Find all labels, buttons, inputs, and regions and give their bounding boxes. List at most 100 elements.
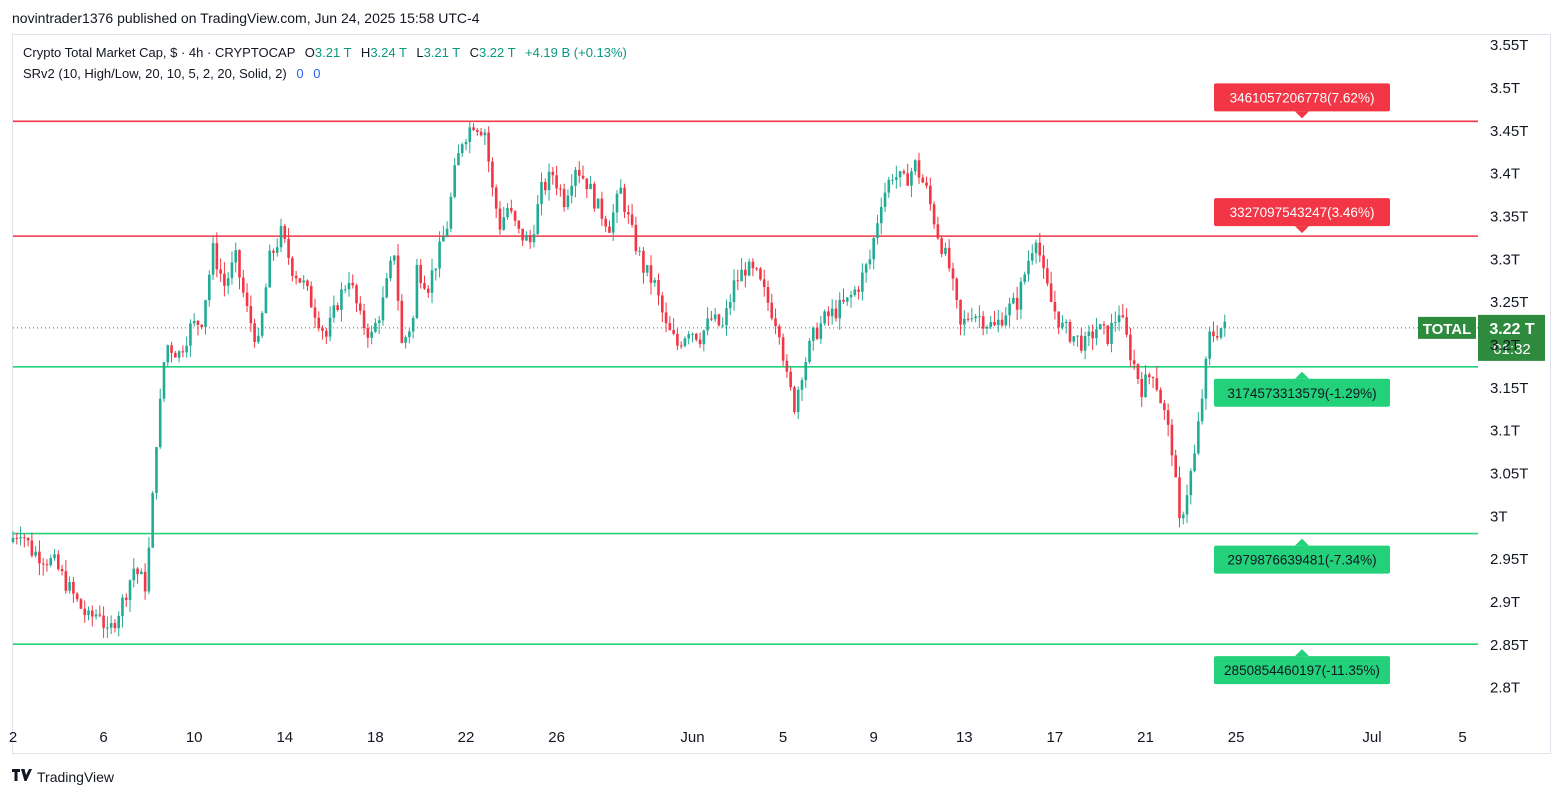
candle-body (668, 323, 672, 331)
candle-body (272, 250, 275, 253)
candle-body (910, 171, 913, 186)
candle-body (661, 295, 664, 313)
candle-body (1174, 455, 1177, 478)
candle-body (645, 265, 649, 273)
candle-body (60, 569, 64, 572)
candle-body (819, 323, 823, 339)
candle-body (510, 207, 513, 212)
candle-body (861, 272, 864, 292)
candle-body (1068, 321, 1072, 342)
candle-body (1053, 301, 1057, 312)
high-value: 3.24 T (370, 45, 407, 60)
candle-body (57, 554, 60, 570)
candle-body (72, 581, 75, 594)
candle-body (638, 250, 641, 252)
y-tick-label: 3.4T (1490, 166, 1520, 183)
candle-body (879, 206, 883, 224)
candle-body (294, 275, 298, 279)
footer-brand[interactable]: TradingView (12, 768, 114, 785)
candle-body (1121, 315, 1125, 318)
candle-body (921, 177, 925, 183)
candle-body (128, 580, 132, 600)
candle-body (785, 360, 789, 372)
candle-body (442, 236, 445, 242)
candle-body (230, 262, 234, 279)
candle-body (438, 241, 441, 269)
candle-body (547, 171, 551, 191)
candle-body (1012, 297, 1015, 304)
candle-body (19, 537, 22, 539)
candle-body (396, 255, 400, 301)
candle-body (506, 207, 509, 218)
candle-body (751, 261, 755, 269)
candle-body (366, 328, 370, 338)
candle-body (109, 623, 113, 628)
candle-body (381, 297, 385, 321)
candle-body (815, 327, 819, 339)
candle-body (596, 198, 600, 209)
candle-body (75, 593, 79, 600)
candle-body (823, 311, 826, 324)
candle-body (245, 292, 249, 307)
x-tick-label: 5 (779, 729, 787, 746)
candle-body (359, 303, 362, 311)
candle-body (1132, 360, 1136, 365)
candle-body (1181, 514, 1185, 519)
candle-body (963, 318, 966, 325)
candle-body (778, 326, 781, 338)
candle-body (744, 269, 747, 276)
x-tick-label: 17 (1047, 729, 1064, 746)
candle-body (143, 571, 147, 592)
candle-body (90, 610, 94, 617)
candle-body (11, 537, 15, 543)
candle-body (1212, 331, 1215, 337)
candle-body (978, 316, 981, 318)
candle-body (513, 211, 517, 221)
candle-body (740, 269, 743, 282)
candle-body (26, 538, 30, 541)
candle-body (947, 247, 951, 269)
candle-body (702, 330, 706, 345)
candle-body (68, 581, 71, 591)
candle-body (434, 268, 438, 271)
candle-body (257, 335, 260, 343)
candle-body (672, 330, 675, 334)
indicator-value-1: 0 (296, 66, 304, 81)
candle-body (664, 312, 668, 324)
candle-body (706, 318, 709, 331)
candle-body (555, 175, 558, 189)
candle-body (849, 294, 853, 298)
candle-body (53, 554, 56, 559)
candle-body (234, 250, 238, 263)
candle-body (932, 204, 936, 225)
candle-body (79, 599, 83, 609)
y-tick-label: 3.05T (1490, 466, 1528, 483)
countdown-label: 01:32 (1493, 341, 1531, 358)
candle-body (1166, 410, 1170, 425)
candle-body (468, 127, 472, 143)
candle-body (925, 182, 928, 186)
candle-body (472, 127, 475, 130)
candle-body (913, 160, 917, 172)
candle-body (185, 345, 188, 353)
candle-body (445, 228, 449, 237)
y-tick-label: 2.8T (1490, 680, 1520, 697)
candle-body (804, 361, 808, 381)
candle-body (38, 551, 41, 564)
symbol-tag-label: TOTAL (1423, 321, 1472, 338)
candle-body (615, 193, 619, 213)
candle-body (1178, 477, 1181, 519)
y-tick-label: 2.85T (1490, 637, 1528, 654)
candle-body (200, 324, 204, 328)
candle-body (170, 345, 173, 353)
candle-body (208, 274, 211, 301)
support-level-badge (1214, 545, 1390, 574)
candle-body (166, 345, 170, 363)
candle-body (551, 171, 555, 176)
candle-body (800, 380, 804, 390)
candle-body (996, 319, 1000, 326)
candle-body (781, 337, 785, 361)
candle-body (1019, 281, 1023, 310)
resistance-level-label: 3327097543247(3.46%) (1230, 205, 1375, 220)
